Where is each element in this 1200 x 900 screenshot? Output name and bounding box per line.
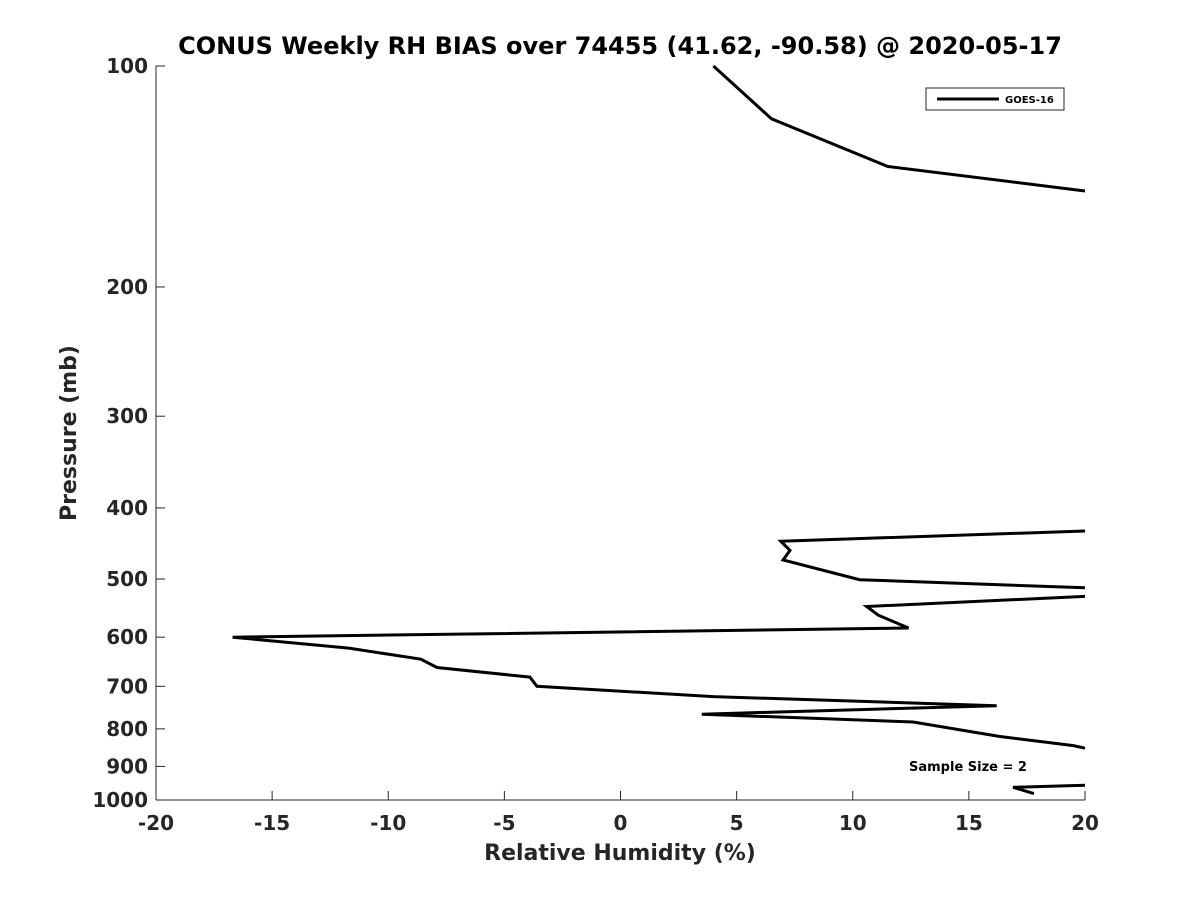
legend-label-goes-16: GOES-16 [1005, 95, 1054, 106]
y-tick-label: 200 [106, 275, 148, 299]
x-tick-label: 20 [1071, 811, 1099, 835]
x-tick-label: -10 [370, 811, 406, 835]
y-tick-label: 600 [106, 625, 148, 649]
x-ticks: -20 -15 -10 -5 0 5 10 15 20 [138, 791, 1099, 835]
y-tick-label: 500 [106, 567, 148, 591]
x-tick-label: 10 [839, 811, 867, 835]
sample-size-annotation: Sample Size = 2 [909, 760, 1027, 775]
x-tick-label: -5 [493, 811, 515, 835]
y-ticks: 100 200 300 400 500 600 700 800 900 1000 [92, 54, 165, 812]
legend: GOES-16 [925, 87, 1065, 111]
x-tick-label: -20 [138, 811, 174, 835]
y-tick-label: 400 [106, 496, 148, 520]
x-tick-label: 15 [955, 811, 983, 835]
y-tick-label: 300 [106, 404, 148, 428]
y-axis-label: Pressure (mb) [57, 345, 82, 521]
y-tick-label: 900 [106, 754, 148, 778]
series-line-goes-16 [232, 64, 1086, 796]
y-tick-label: 700 [106, 674, 148, 698]
y-tick-label: 1000 [92, 788, 148, 812]
x-axis-label: Relative Humidity (%) [484, 841, 756, 866]
x-tick-label: 0 [614, 811, 628, 835]
series-layer [232, 64, 1086, 796]
y-tick-label: 800 [106, 717, 148, 741]
x-tick-label: 5 [730, 811, 744, 835]
x-tick-label: -15 [254, 811, 290, 835]
y-tick-label: 100 [106, 54, 148, 78]
chart-title: CONUS Weekly RH BIAS over 74455 (41.62, … [178, 32, 1062, 60]
